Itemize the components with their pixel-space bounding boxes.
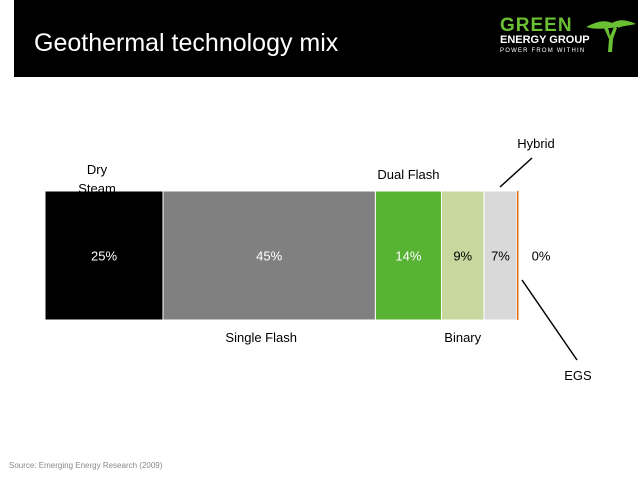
header-bar: Geothermal technology mix GREEN ENERGY G…: [14, 0, 638, 77]
logo-tagline: POWER FROM WITHIN: [500, 48, 586, 54]
bar-segment-binary: [440, 190, 485, 321]
data-label-egs: 0%: [532, 249, 551, 264]
category-label-hybrid: Hybrid: [517, 136, 555, 151]
logo-wordmark: GREEN: [500, 15, 573, 36]
category-label-dry-steam: Dry Steam: [78, 162, 116, 196]
source-note: Source: Emerging Energy Research (2009): [9, 461, 163, 470]
data-label-hybrid: 7%: [491, 249, 510, 264]
category-label-egs: EGS: [564, 368, 592, 383]
company-logo: GREEN ENERGY GROUP POWER FROM WITHIN: [486, 14, 638, 64]
data-label-single-flash: 45%: [256, 249, 282, 264]
leader-line-hybrid: [499, 157, 533, 188]
bar-segment-hybrid: [483, 190, 518, 321]
bar-segment-dual-flash: [374, 190, 442, 321]
data-label-dual-flash: 14%: [395, 249, 421, 264]
data-label-dry-steam: 25%: [91, 249, 117, 264]
bar-segment-dry-steam: [44, 190, 164, 321]
page-title: Geothermal technology mix: [34, 29, 339, 57]
leader-line-egs: [521, 279, 578, 361]
category-label-binary: Binary: [444, 330, 481, 345]
bar-segment-single-flash: [162, 190, 376, 321]
logo-subtitle: ENERGY GROUP: [500, 34, 590, 46]
category-label-dual-flash: Dual Flash: [377, 167, 439, 182]
tree-icon: [586, 20, 636, 52]
bar-segment-egs: [517, 191, 519, 320]
category-label-single-flash: Single Flash: [225, 330, 297, 345]
data-label-binary: 9%: [453, 249, 472, 264]
